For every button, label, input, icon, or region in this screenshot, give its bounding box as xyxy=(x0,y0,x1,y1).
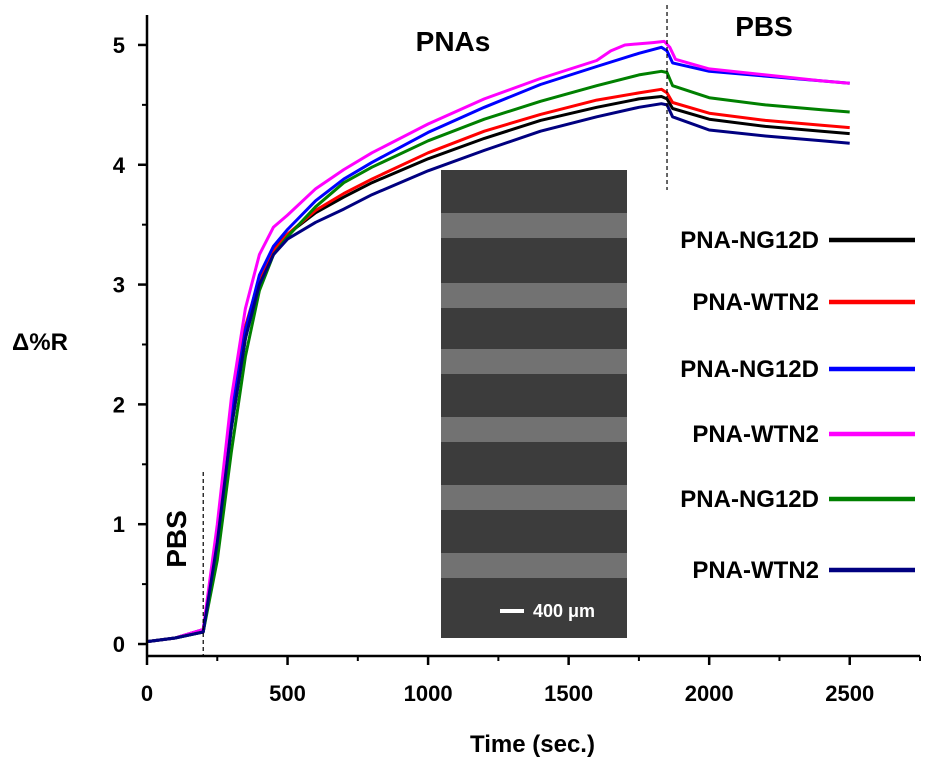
legend: PNA-NG12D PNA-WTN2 PNA-NG12D PNA-WTN2 PNA-NG… xyxy=(680,227,915,584)
annotations: PNAs PBS PBS xyxy=(161,5,793,656)
annotation-pnas: PNAs xyxy=(416,26,491,57)
inset-stripe xyxy=(441,553,627,578)
plot-lines xyxy=(146,39,850,644)
legend-label: PNA-WTN2 xyxy=(692,557,819,584)
legend-label: PNA-NG12D xyxy=(680,486,819,513)
annotation-pbs-wash: PBS xyxy=(735,11,793,42)
inset-stripe xyxy=(441,485,627,510)
x-tick-label: 2000 xyxy=(685,681,734,706)
legend-label: PNA-NG12D xyxy=(680,356,819,383)
series-line-6 xyxy=(146,102,850,644)
x-tick-label: 0 xyxy=(141,681,153,706)
annotation-pbs-baseline: PBS xyxy=(161,510,192,568)
inset-stripe xyxy=(441,417,627,442)
y-tick-label: 1 xyxy=(113,512,125,537)
y-tick-label: 3 xyxy=(113,273,125,298)
x-tick-label: 2500 xyxy=(825,681,874,706)
y-tick-label: 4 xyxy=(113,153,126,178)
inset-micrograph: 400 μm xyxy=(441,170,627,638)
y-tick-label: 2 xyxy=(113,392,125,417)
inset-stripe xyxy=(441,283,627,308)
x-axis-label: Time (sec.) xyxy=(470,731,595,758)
y-tick-label: 5 xyxy=(113,33,125,58)
inset-stripe xyxy=(441,213,627,238)
legend-label: PNA-WTN2 xyxy=(692,289,819,316)
y-axis-label: Δ%R xyxy=(12,329,68,356)
inset-stripe xyxy=(441,349,627,374)
x-tick-label: 1500 xyxy=(544,681,593,706)
legend-label: PNA-NG12D xyxy=(680,227,819,254)
scale-bar xyxy=(500,609,524,613)
y-tick-label: 0 xyxy=(113,632,125,657)
series-line-4 xyxy=(146,39,850,644)
axes: 0 500 1000 1500 2000 2500 0 1 2 3 4 5 Time (sec.) Δ%R xyxy=(12,15,921,758)
x-tick-label: 1000 xyxy=(404,681,453,706)
series-line-5 xyxy=(146,69,850,644)
legend-label: PNA-WTN2 xyxy=(692,421,819,448)
scale-bar-label: 400 μm xyxy=(533,601,595,621)
x-tick-label: 500 xyxy=(269,681,306,706)
